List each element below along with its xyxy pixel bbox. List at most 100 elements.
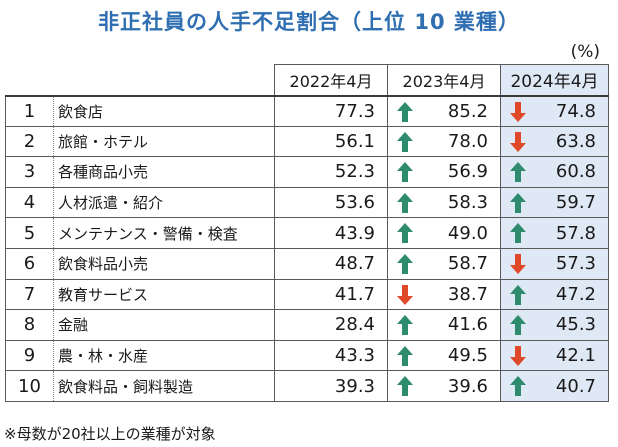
value-2024: 74.8	[555, 100, 596, 122]
trend-up-arrow-icon	[510, 192, 526, 213]
value-2022-cell: 43.9	[274, 217, 388, 249]
value-2022-cell: 39.3	[274, 370, 388, 402]
trend-down-arrow-icon	[510, 253, 526, 274]
value-2023: 58.3	[447, 192, 488, 214]
industry-cell: 人材派遣・紹介	[53, 186, 275, 219]
value-2023-cell: 38.7	[387, 278, 501, 311]
value-2024: 59.7	[555, 192, 596, 214]
value-2024-cell: 59.7	[500, 186, 609, 219]
chart-title: 非正社員の人手不足割合（上位 10 業種）	[98, 10, 520, 34]
value-2022-cell: 48.7	[274, 247, 388, 280]
table-row: 8 金融 28.4 41.6 45.3	[5, 309, 609, 341]
value-2023-cell: 85.2	[387, 95, 501, 127]
column-header-2022: 2022年4月	[274, 64, 388, 97]
value-2023: 56.9	[447, 161, 488, 183]
industry-cell: 金融	[53, 309, 275, 341]
trend-up-arrow-icon	[397, 162, 413, 183]
trend-up-arrow-icon	[397, 315, 413, 336]
value-2023: 41.6	[447, 314, 488, 336]
value-2023: 39.6	[447, 375, 488, 397]
value-2024: 47.2	[555, 283, 596, 305]
table-row: 1 飲食店 77.3 85.2 74.8	[5, 95, 609, 127]
value-2024: 40.7	[555, 375, 596, 397]
table-row: 3 各種商品小売 52.3 56.9 60.8	[5, 156, 609, 188]
value-2024-cell: 63.8	[500, 125, 609, 158]
trend-up-arrow-icon	[397, 101, 413, 122]
value-2022-cell: 41.7	[274, 278, 388, 311]
rank-cell: 9	[5, 339, 54, 372]
rank-cell: 1	[5, 95, 54, 127]
value-2023: 85.2	[447, 100, 488, 122]
trend-up-arrow-icon	[510, 284, 526, 305]
value-2022-cell: 77.3	[274, 95, 388, 127]
rank-cell: 6	[5, 247, 54, 280]
table-row: 4 人材派遣・紹介 53.6 58.3 59.7	[5, 186, 609, 219]
value-2023-cell: 78.0	[387, 125, 501, 158]
value-2023: 49.5	[447, 345, 488, 367]
value-2023: 58.7	[447, 253, 488, 275]
value-2023-cell: 56.9	[387, 156, 501, 188]
table-row: 2 旅館・ホテル 56.1 78.0 63.8	[5, 125, 609, 158]
rank-cell: 3	[5, 156, 54, 188]
value-2023-cell: 58.7	[387, 247, 501, 280]
trend-up-arrow-icon	[510, 223, 526, 244]
trend-up-arrow-icon	[397, 253, 413, 274]
value-2024-cell: 57.8	[500, 217, 609, 249]
value-2024: 57.8	[555, 222, 596, 244]
trend-up-arrow-icon	[397, 131, 413, 152]
trend-up-arrow-icon	[510, 162, 526, 183]
unit-label: (%)	[570, 42, 600, 62]
value-2024: 57.3	[555, 253, 596, 275]
value-2024-cell: 42.1	[500, 339, 609, 372]
industry-cell: 飲食店	[53, 95, 275, 127]
value-2024-cell: 60.8	[500, 156, 609, 188]
rank-cell: 7	[5, 278, 54, 311]
trend-down-arrow-icon	[397, 284, 413, 305]
trend-down-arrow-icon	[510, 131, 526, 152]
shortage-table: 2022年4月 2023年4月 2024年4月 1 飲食店 77.3 85.2 74.8…	[5, 64, 609, 402]
trend-up-arrow-icon	[510, 376, 526, 397]
trend-up-arrow-icon	[397, 376, 413, 397]
value-2024: 63.8	[555, 130, 596, 152]
value-2023-cell: 49.5	[387, 339, 501, 372]
rank-cell: 5	[5, 217, 54, 249]
industry-cell: 農・林・水産	[53, 339, 275, 372]
rank-cell: 8	[5, 309, 54, 341]
trend-up-arrow-icon	[397, 223, 413, 244]
value-2024-cell: 57.3	[500, 247, 609, 280]
value-2022-cell: 28.4	[274, 309, 388, 341]
rank-cell: 10	[5, 370, 54, 402]
industry-cell: メンテナンス・警備・検査	[53, 217, 275, 249]
value-2024: 42.1	[555, 345, 596, 367]
value-2023-cell: 39.6	[387, 370, 501, 402]
value-2024-cell: 45.3	[500, 309, 609, 341]
footnote: ※母数が20社以上の業種が対象	[4, 425, 216, 443]
value-2023-cell: 41.6	[387, 309, 501, 341]
table-row: 7 教育サービス 41.7 38.7 47.2	[5, 278, 609, 311]
industry-cell: 旅館・ホテル	[53, 125, 275, 158]
value-2022-cell: 53.6	[274, 186, 388, 219]
column-header-2023: 2023年4月	[387, 64, 501, 97]
table-row: 5 メンテナンス・警備・検査 43.9 49.0 57.8	[5, 217, 609, 249]
value-2022-cell: 52.3	[274, 156, 388, 188]
value-2022-cell: 43.3	[274, 339, 388, 372]
value-2024-cell: 47.2	[500, 278, 609, 311]
trend-down-arrow-icon	[510, 101, 526, 122]
trend-up-arrow-icon	[397, 345, 413, 366]
value-2024: 60.8	[555, 161, 596, 183]
trend-up-arrow-icon	[397, 192, 413, 213]
value-2024: 45.3	[555, 314, 596, 336]
header-blank	[5, 64, 54, 97]
trend-down-arrow-icon	[510, 345, 526, 366]
trend-up-arrow-icon	[510, 315, 526, 336]
rank-cell: 4	[5, 186, 54, 219]
header-row: 2022年4月 2023年4月 2024年4月	[5, 64, 609, 97]
value-2023: 49.0	[447, 222, 488, 244]
table-row: 6 飲食料品小売 48.7 58.7 57.3	[5, 247, 609, 280]
value-2024-cell: 74.8	[500, 95, 609, 127]
industry-cell: 飲食料品・飼料製造	[53, 370, 275, 402]
value-2023-cell: 49.0	[387, 217, 501, 249]
value-2023: 78.0	[447, 130, 488, 152]
header-blank	[53, 64, 275, 97]
table-row: 10 飲食料品・飼料製造 39.3 39.6 40.7	[5, 370, 609, 402]
